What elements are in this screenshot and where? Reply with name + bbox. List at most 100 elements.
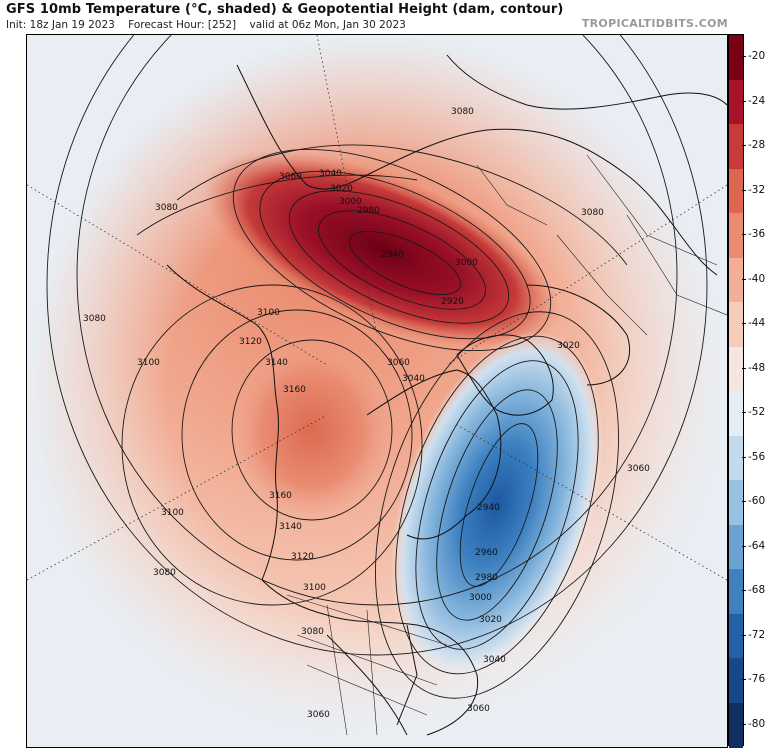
contour-label: 3100 <box>137 358 160 368</box>
colorbar-tick-label: -80 <box>748 717 766 730</box>
colorbar-tick <box>742 367 746 369</box>
chart-title: GFS 10mb Temperature (°C, shaded) & Geop… <box>6 2 564 17</box>
contour-label: 3060 <box>467 704 490 714</box>
colorbar-tick-label: -44 <box>748 317 766 330</box>
valid-time: valid at 06z Mon, Jan 30 2023 <box>249 19 406 31</box>
contour-label: 2980 <box>357 206 380 216</box>
map-panel: 3080 3060 3040 3020 3000 2980 2940 3000 … <box>26 34 728 748</box>
contour-label: 3100 <box>161 508 184 518</box>
colorbar-segment <box>729 524 743 570</box>
contour-label: 3060 <box>279 172 302 182</box>
colorbar-tick <box>742 145 746 147</box>
graticule <box>27 35 727 581</box>
contour-label: 3040 <box>483 655 506 665</box>
colorbar-tick <box>742 278 746 280</box>
colorbar-tick-label: -32 <box>748 183 766 196</box>
contour-label: 3020 <box>330 184 353 194</box>
colorbar-tick <box>742 501 746 503</box>
colorbar-segment <box>729 391 743 436</box>
contour-label: 3020 <box>557 341 580 351</box>
contour-label: 3040 <box>402 374 425 384</box>
coastlines <box>166 54 727 736</box>
colorbar-tick-label: -64 <box>748 539 766 552</box>
colorbar-segment <box>729 480 743 525</box>
colorbar-tick <box>742 456 746 458</box>
colorbar-tick <box>742 56 746 58</box>
contour-label: 3080 <box>153 568 176 578</box>
contour-label: 3080 <box>451 107 474 117</box>
contour-label: 3060 <box>627 464 650 474</box>
warm-core-shading <box>203 150 561 350</box>
colorbar-segment <box>729 213 743 258</box>
contour-label: 3040 <box>319 169 342 179</box>
colorbar-tick <box>742 100 746 102</box>
site-watermark: TROPICALTIDBITS.COM <box>581 17 728 30</box>
colorbar-segment <box>729 124 743 169</box>
colorbar-tick-label: -24 <box>748 94 766 107</box>
colorbar-tick <box>742 634 746 636</box>
cold-vortex-shading <box>390 331 604 679</box>
contour-label: 3000 <box>455 258 478 268</box>
contour-label: 3060 <box>307 710 330 720</box>
colorbar-segment <box>729 702 743 748</box>
colorbar-tick <box>742 545 746 547</box>
contour-label: 2960 <box>475 548 498 558</box>
colorbar-tick-label: -56 <box>748 450 766 463</box>
contour-label: 3140 <box>279 522 302 532</box>
contour-label: 3100 <box>303 583 326 593</box>
contour-label: 3080 <box>83 314 106 324</box>
borders <box>286 154 727 736</box>
colorbar-tick-label: -76 <box>748 673 766 686</box>
colorbar-segment <box>729 302 743 347</box>
contour-label: 2980 <box>475 573 498 583</box>
colorbar <box>728 34 744 748</box>
colorbar-segment <box>729 346 743 392</box>
colorbar-tick-label: -40 <box>748 272 766 285</box>
colorbar-segment <box>729 168 743 214</box>
contour-label: 3000 <box>469 593 492 603</box>
contour-label: 2920 <box>441 297 464 307</box>
init-time: Init: 18z Jan 19 2023 <box>6 19 115 31</box>
colorbar-segment <box>729 35 743 80</box>
contour-label: 3160 <box>283 385 306 395</box>
contour-label: 3080 <box>155 203 178 213</box>
contour-label: 2940 <box>381 250 404 260</box>
forecast-hour: Forecast Hour: [252] <box>128 19 237 31</box>
contour-label: 3020 <box>479 615 502 625</box>
contour-label: 3060 <box>387 358 410 368</box>
colorbar-tick-label: -52 <box>748 406 766 419</box>
contour-label: 3080 <box>301 627 324 637</box>
colorbar-tick-label: -48 <box>748 361 766 374</box>
colorbar-tick <box>742 323 746 325</box>
colorbar-segment <box>729 613 743 659</box>
colorbar-tick-label: -28 <box>748 139 766 152</box>
colorbar-segment <box>729 435 743 481</box>
contour-label: 2940 <box>477 503 500 513</box>
colorbar-tick <box>742 590 746 592</box>
colorbar-tick <box>742 234 746 236</box>
contour-label: 3000 <box>339 197 362 207</box>
colorbar-tick-label: -36 <box>748 228 766 241</box>
colorbar-tick-label: -68 <box>748 584 766 597</box>
colorbar-tick <box>742 679 746 681</box>
warm-patch-shading <box>227 335 397 525</box>
chart-subtitle: Init: 18z Jan 19 2023 Forecast Hour: [25… <box>6 19 416 31</box>
colorbar-tick <box>742 723 746 725</box>
contour-label: 3120 <box>291 552 314 562</box>
colorbar-tick-label: -20 <box>748 50 766 63</box>
colorbar-tick <box>742 412 746 414</box>
colorbar-tick-label: -72 <box>748 628 766 641</box>
colorbar-segment <box>729 569 743 614</box>
colorbar-segment <box>729 257 743 303</box>
contour-label: 3100 <box>257 308 280 318</box>
colorbar-tick-label: -60 <box>748 495 766 508</box>
contour-label: 3160 <box>269 491 292 501</box>
contour-labels: 3080 3060 3040 3020 3000 2980 2940 3000 … <box>83 107 650 720</box>
contour-label: 3120 <box>239 337 262 347</box>
map-svg: 3080 3060 3040 3020 3000 2980 2940 3000 … <box>27 35 727 747</box>
contour-label: 3140 <box>265 358 288 368</box>
colorbar-tick <box>742 189 746 191</box>
height-contours <box>46 35 708 699</box>
contour-label: 3080 <box>581 208 604 218</box>
colorbar-segment <box>729 658 743 703</box>
